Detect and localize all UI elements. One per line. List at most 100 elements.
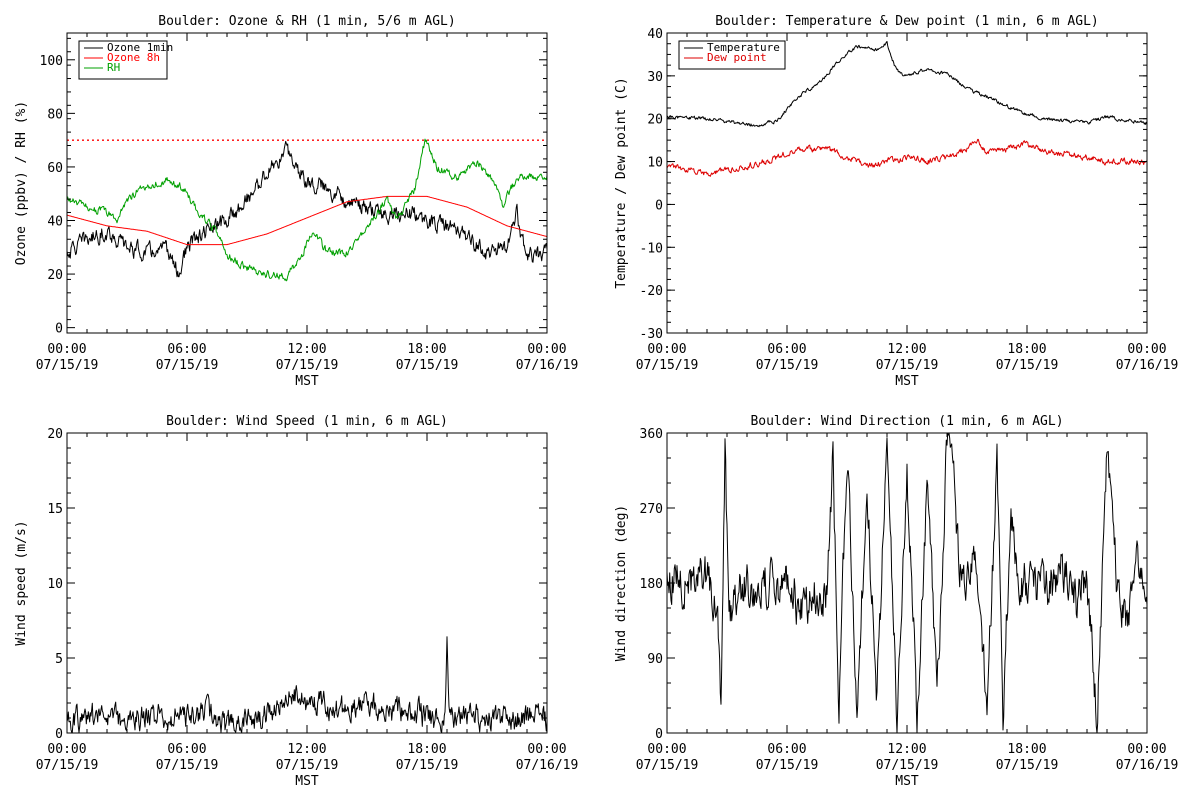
x-tick-label: 07/15/19 [996, 358, 1059, 373]
y-tick-label: 100 [40, 54, 63, 69]
plot-area [67, 138, 547, 282]
x-tick-label: 18:00 [1007, 342, 1046, 357]
y-axis-label: Wind direction (deg) [614, 505, 629, 662]
y-tick-label: -30 [640, 327, 663, 342]
x-tick-label: 00:00 [1127, 742, 1166, 757]
x-axis-label: MST [295, 774, 319, 789]
x-tick-label: 06:00 [767, 342, 806, 357]
x-tick-label: 12:00 [887, 742, 926, 757]
x-tick-label: 00:00 [527, 742, 566, 757]
series-line-rh [67, 138, 547, 282]
y-tick-label: 20 [647, 113, 663, 128]
y-tick-label: 60 [47, 161, 63, 176]
x-tick-label: 00:00 [47, 342, 86, 357]
y-tick-label: 0 [55, 322, 63, 337]
x-tick-label: 06:00 [167, 742, 206, 757]
chart-panel-2: Boulder: Temperature & Dew point (1 min,… [614, 14, 1178, 389]
x-tick-label: 18:00 [407, 742, 446, 757]
legend-box [78, 40, 168, 80]
x-tick-label: 07/15/19 [756, 758, 819, 773]
x-tick-label: 00:00 [647, 342, 686, 357]
x-tick-label: 06:00 [167, 342, 206, 357]
legend-label: Temperature [707, 41, 780, 54]
chart-title: Boulder: Wind Speed (1 min, 6 m AGL) [166, 414, 448, 429]
y-tick-label: 180 [640, 577, 663, 592]
x-tick-label: 07/15/19 [276, 758, 339, 773]
x-axis-label: MST [895, 774, 919, 789]
y-tick-label: 270 [640, 502, 663, 517]
legend-label: Dew point [707, 51, 767, 64]
y-axis-label: Ozone (ppbv) / RH (%) [14, 101, 29, 265]
x-tick-label: 07/15/19 [396, 358, 459, 373]
x-tick-label: 00:00 [647, 742, 686, 757]
x-tick-label: 07/16/19 [516, 358, 579, 373]
legend-label: Ozone 1min [107, 41, 173, 54]
y-axis-label: Wind speed (m/s) [14, 520, 29, 645]
x-tick-label: 07/15/19 [876, 758, 939, 773]
x-tick-label: 07/16/19 [516, 758, 579, 773]
y-tick-label: 5 [55, 652, 63, 667]
y-tick-label: 30 [647, 70, 663, 85]
x-tick-label: 07/15/19 [36, 358, 99, 373]
x-axis-label: MST [295, 374, 319, 389]
series-line-1 [667, 433, 1147, 733]
x-tick-label: 18:00 [407, 342, 446, 357]
y-tick-label: 80 [47, 107, 63, 122]
plot-frame [66, 432, 548, 734]
series-line-1 [67, 636, 547, 733]
y-tick-label: 10 [647, 156, 663, 171]
y-tick-label: 0 [55, 727, 63, 742]
x-tick-label: 07/15/19 [756, 358, 819, 373]
y-tick-label: 40 [647, 27, 663, 42]
x-tick-label: 18:00 [1007, 742, 1046, 757]
x-tick-label: 07/15/19 [156, 358, 219, 373]
legend-box [678, 40, 786, 70]
y-tick-label: 0 [655, 727, 663, 742]
y-tick-label: 20 [47, 427, 63, 442]
y-tick-label: -10 [640, 241, 663, 256]
x-tick-label: 06:00 [767, 742, 806, 757]
y-tick-label: 90 [647, 652, 663, 667]
x-tick-label: 07/15/19 [396, 758, 459, 773]
x-tick-label: 00:00 [527, 342, 566, 357]
x-tick-label: 07/15/19 [636, 358, 699, 373]
x-tick-label: 07/16/19 [1116, 358, 1179, 373]
y-axis-label: Temperature / Dew point (C) [614, 77, 629, 288]
series-line-dew-point [667, 138, 1147, 177]
y-tick-label: 10 [47, 577, 63, 592]
plot-area [667, 41, 1147, 177]
chart-panel-1: Boulder: Ozone & RH (1 min, 5/6 m AGL) 0 2… [14, 14, 578, 389]
y-tick-label: -20 [640, 284, 663, 299]
x-tick-label: 00:00 [1127, 342, 1166, 357]
x-tick-label: 07/15/19 [36, 758, 99, 773]
chart-title: Boulder: Ozone & RH (1 min, 5/6 m AGL) [158, 14, 455, 29]
chart-panel-4: Boulder: Wind Direction (1 min, 6 m AGL)… [614, 414, 1178, 789]
y-tick-label: 15 [47, 502, 63, 517]
chart-title: Boulder: Wind Direction (1 min, 6 m AGL) [750, 414, 1063, 429]
chart-title: Boulder: Temperature & Dew point (1 min,… [715, 14, 1099, 29]
x-tick-label: 07/15/19 [156, 758, 219, 773]
series-line-temperature [667, 41, 1147, 128]
x-tick-label: 07/15/19 [996, 758, 1059, 773]
y-tick-label: 20 [47, 268, 63, 283]
plot-area [667, 433, 1147, 733]
x-tick-label: 07/15/19 [276, 358, 339, 373]
x-tick-label: 00:00 [47, 742, 86, 757]
chart-panel-3: Boulder: Wind Speed (1 min, 6 m AGL) 0 5 10… [14, 414, 578, 789]
y-tick-label: 360 [640, 427, 663, 442]
legend-label: RH [107, 61, 120, 74]
x-tick-label: 07/16/19 [1116, 758, 1179, 773]
y-tick-label: 0 [655, 198, 663, 213]
legend-label: Ozone 8h [107, 51, 160, 64]
series-line-ozone-8h [67, 195, 547, 246]
x-tick-label: 12:00 [287, 342, 326, 357]
x-tick-label: 07/15/19 [636, 758, 699, 773]
series-line-ozone-1min [67, 140, 547, 278]
x-tick-label: 12:00 [887, 342, 926, 357]
plot-frame [666, 32, 1148, 334]
x-axis-label: MST [895, 374, 919, 389]
plot-area [67, 636, 547, 733]
x-tick-label: 12:00 [287, 742, 326, 757]
y-tick-label: 40 [47, 215, 63, 230]
